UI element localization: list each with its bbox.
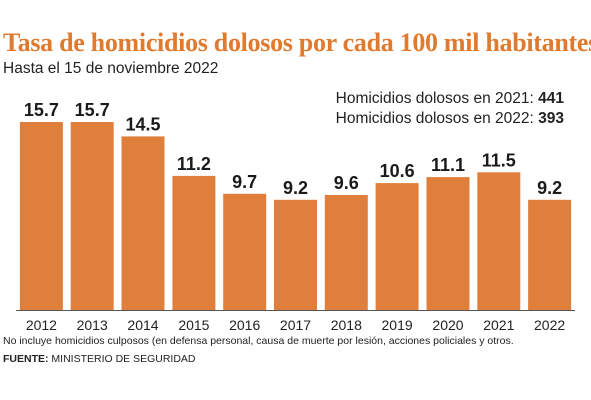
x-tick-2013: 2013 [77,317,108,333]
value-label-2020: 11.1 [431,155,465,175]
source-line: FUENTE: MINISTERIO DE SEGURIDAD [3,353,196,365]
x-tick-2015: 2015 [178,317,209,333]
footnote: No incluye homicidios culposos (en defen… [3,335,514,347]
stats-box: Homicidios dolosos en 2021: 441 Homicidi… [336,89,564,129]
bar-chart: 15.7 2012 15.7 2013 14.5 2014 11.2 2015 9.7 2016 9… [16,100,575,333]
bar-2022 [528,199,572,310]
stat-2022-value: 393 [538,110,564,127]
value-label-2012: 15.7 [24,100,59,120]
stat-2021: Homicidios dolosos en 2021: 441 [336,89,564,109]
x-tick-2018: 2018 [331,317,362,333]
bar-2018 [324,195,368,310]
stat-2022: Homicidios dolosos en 2022: 393 [336,109,564,129]
chart-subtitle: Hasta el 15 de noviembre 2022 [3,60,219,77]
bar-2020 [426,177,470,310]
value-label-2017: 9.2 [283,178,308,198]
x-tick-2012: 2012 [26,317,57,333]
value-label-2016: 9.7 [232,172,257,192]
stat-2022-label: Homicidios dolosos en 2022: [335,110,534,127]
bar-2012 [19,122,63,310]
value-label-2014: 14.5 [125,114,160,134]
x-tick-2019: 2019 [382,317,413,333]
stat-2021-value: 441 [538,90,564,107]
bar-2019 [375,183,419,310]
x-tick-2016: 2016 [229,317,260,333]
x-tick-2022: 2022 [534,317,565,333]
source-label: FUENTE: [3,353,49,365]
x-tick-2014: 2014 [127,317,158,333]
x-tick-2017: 2017 [280,317,311,333]
value-label-2018: 9.6 [334,173,359,193]
bar-2015 [172,175,216,310]
value-label-2013: 15.7 [75,100,110,120]
value-label-2021: 11.5 [482,150,516,170]
x-tick-2020: 2020 [432,317,463,333]
stat-2021-label: Homicidios dolosos en 2021: [335,90,534,107]
bar-2016 [223,193,267,310]
bar-2021 [477,172,521,310]
bar-2014 [121,136,165,310]
chart-title: Tasa de homicidios dolosos por cada 100 … [3,28,591,57]
value-label-2019: 10.6 [380,161,415,181]
bar-2013 [70,122,114,310]
x-tick-2021: 2021 [483,317,514,333]
value-label-2022: 9.2 [537,178,562,198]
bar-2017 [274,199,317,310]
source-text: MINISTERIO DE SEGURIDAD [51,353,196,365]
value-label-2015: 11.2 [177,154,211,174]
